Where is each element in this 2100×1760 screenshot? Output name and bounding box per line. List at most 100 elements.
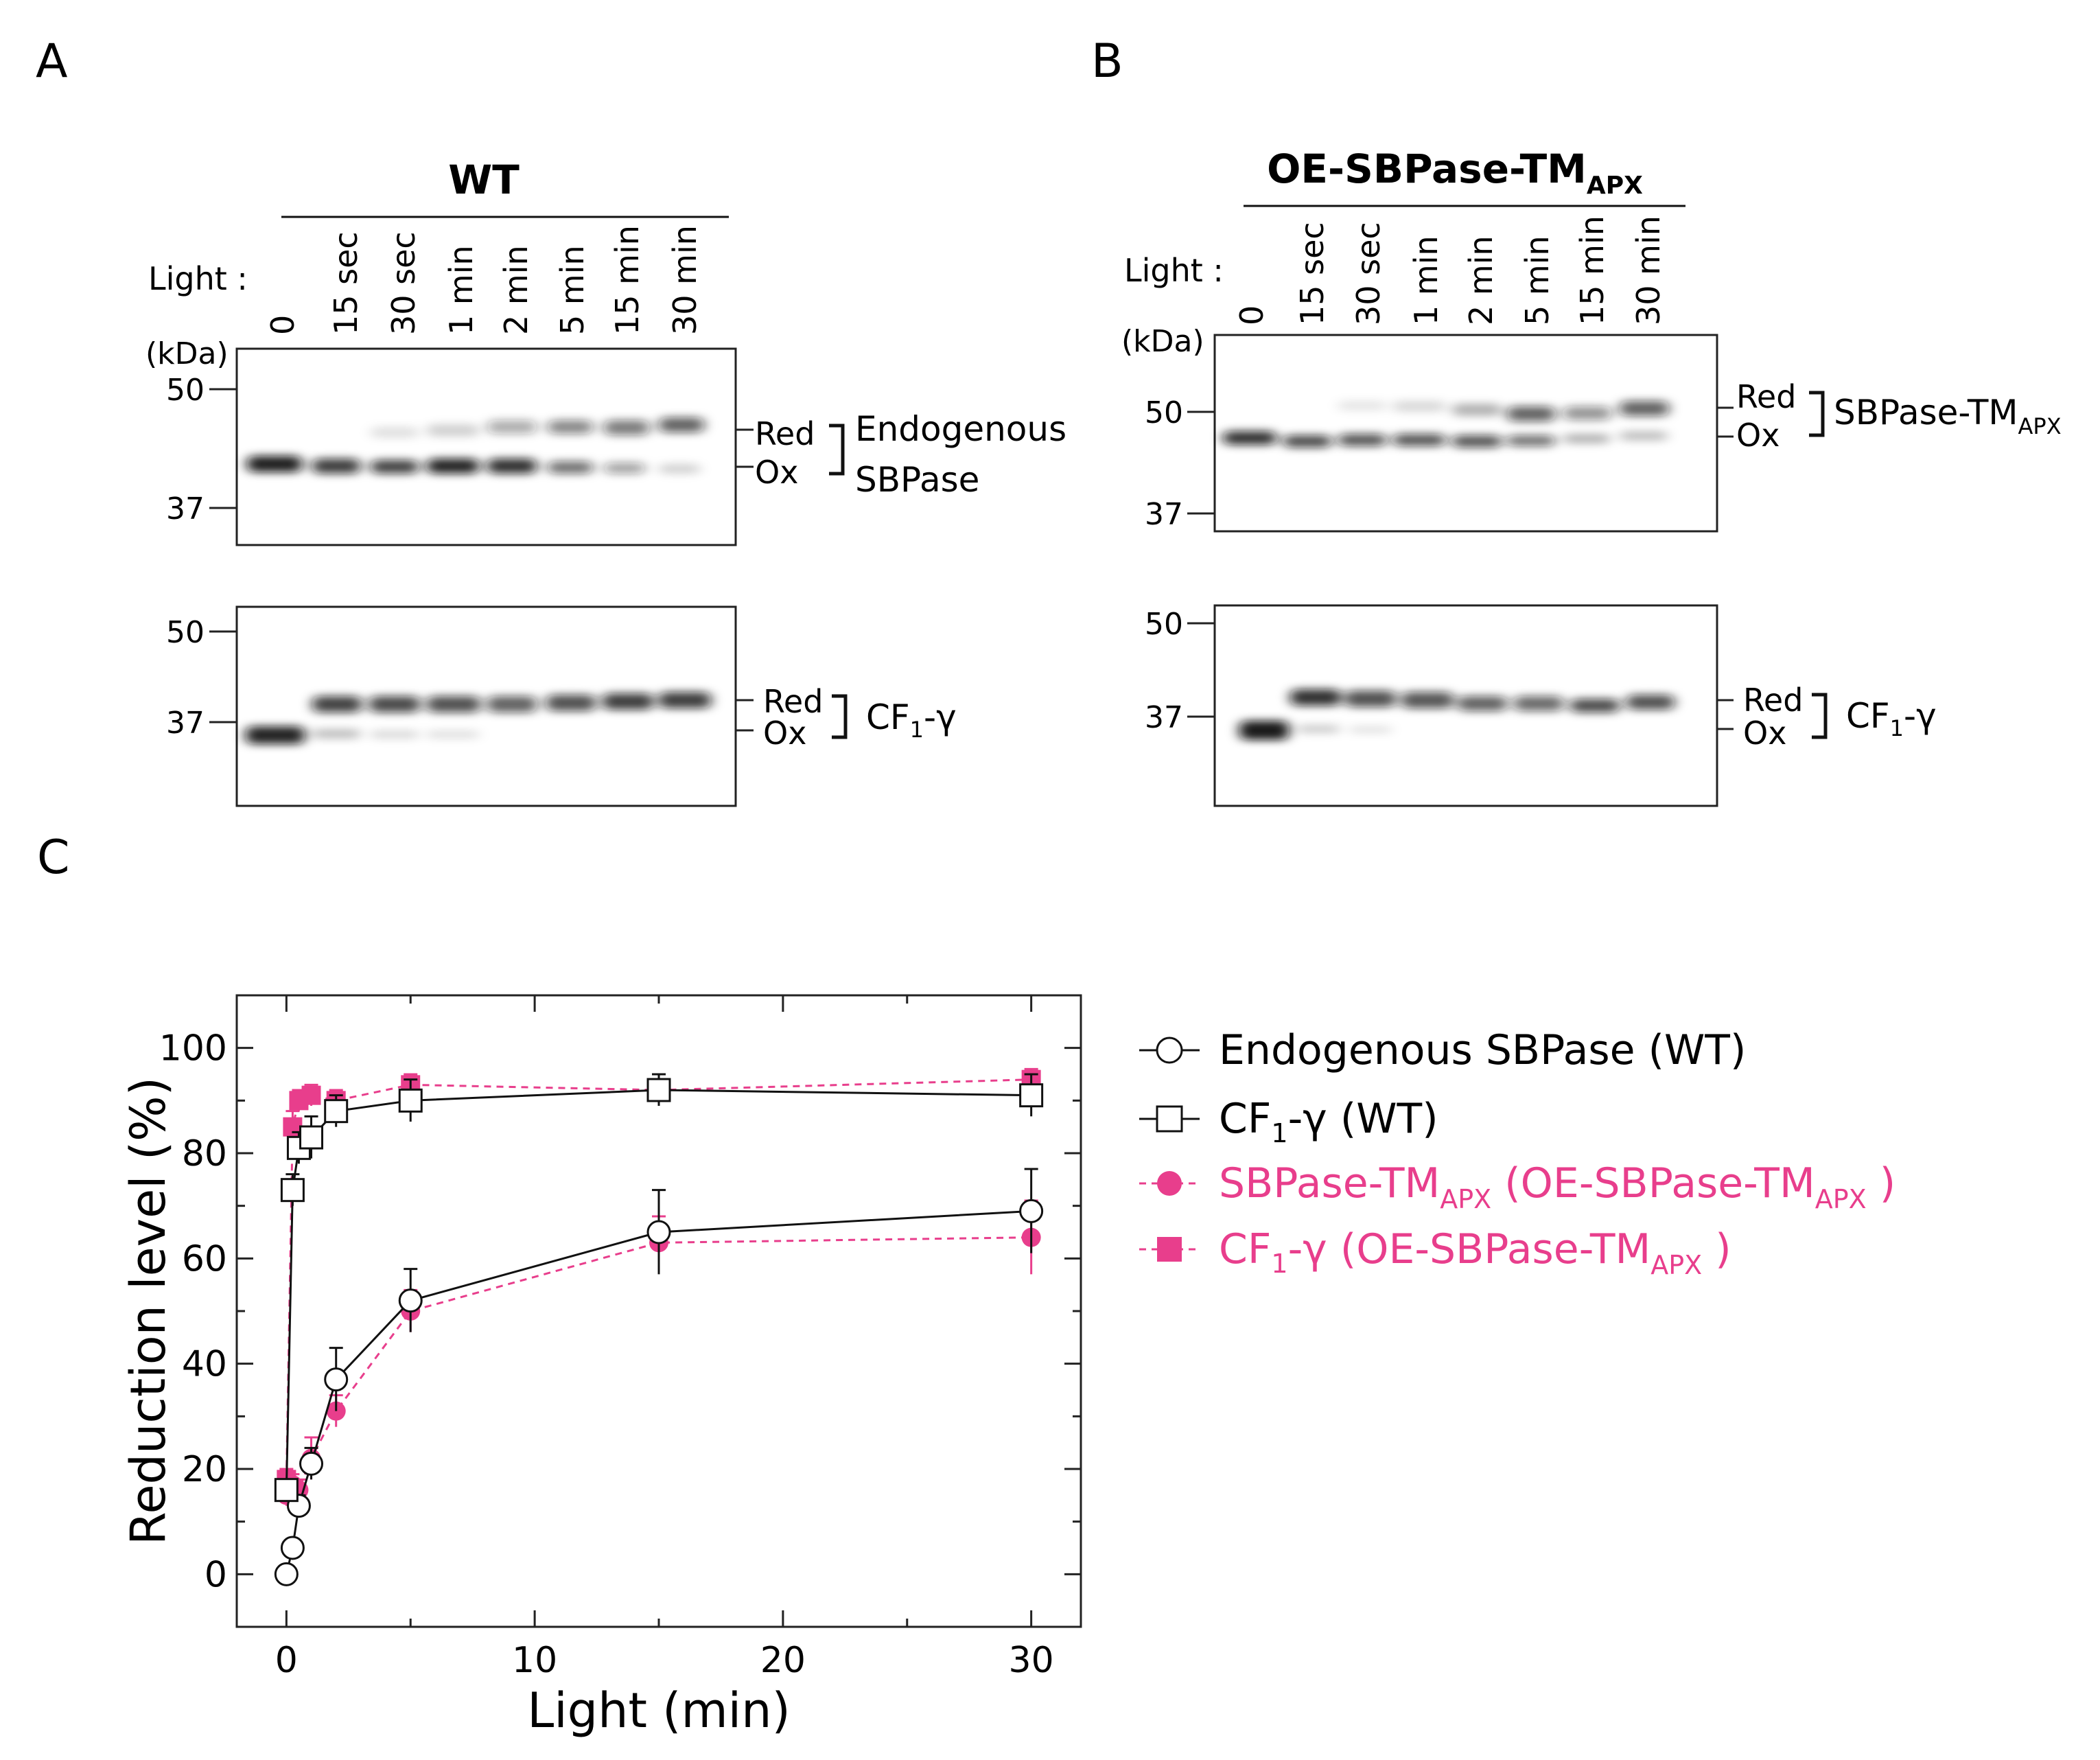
red-label: Red bbox=[1743, 682, 1803, 719]
blot-b-cf1: 50 37 Red Ox CF1-γ bbox=[1145, 604, 1937, 807]
band-ox bbox=[548, 461, 593, 474]
bracket bbox=[832, 694, 848, 739]
panel-a-letter: A bbox=[36, 34, 68, 89]
marker-label: 50 bbox=[1145, 607, 1183, 642]
legend-marker-circle-filled bbox=[1157, 1171, 1182, 1196]
band-red bbox=[427, 696, 480, 713]
legend-label: Endogenous SBPase (WT) bbox=[1219, 1026, 1746, 1074]
y-tick-label: 20 bbox=[182, 1449, 227, 1490]
band-red bbox=[487, 420, 537, 434]
band-ox bbox=[1223, 431, 1276, 445]
data-point bbox=[398, 1088, 423, 1113]
band-ox bbox=[1239, 721, 1289, 740]
band-ox bbox=[247, 456, 302, 472]
marker-label: 50 bbox=[1145, 395, 1183, 430]
panel-a-kda-label: (kDa) bbox=[145, 336, 229, 371]
data-point bbox=[274, 1478, 299, 1503]
band-red bbox=[1452, 404, 1502, 416]
legend-label: SBPase-TMAPX (OE-SBPase-TMAPX ) bbox=[1219, 1159, 1895, 1214]
band-red bbox=[1570, 699, 1620, 713]
band-ox bbox=[1349, 726, 1392, 733]
ox-label: Ox bbox=[763, 715, 806, 752]
series-line bbox=[285, 1078, 1031, 1480]
panel-c: C 0 20 40 60 80 100 0 10 20 30 Light (min) Reduct… bbox=[37, 831, 1895, 1739]
ox-label: Ox bbox=[755, 454, 798, 491]
panel-b-title: OE-SBPase-TMAPX bbox=[1267, 146, 1643, 200]
panel-a: A WT Light : (kDa) 0 15 sec 30 sec 1 min… bbox=[36, 34, 1066, 807]
band-ox bbox=[371, 460, 419, 474]
red-label: Red bbox=[1736, 378, 1796, 415]
data-point bbox=[299, 1125, 324, 1150]
series-3 bbox=[277, 1067, 1041, 1490]
band-red bbox=[369, 696, 420, 713]
band-red bbox=[487, 696, 537, 713]
band-red bbox=[603, 693, 653, 710]
chart-legend: Endogenous SBPase (WT) CF1-γ (WT) SBPase… bbox=[1139, 1026, 1895, 1280]
band-red bbox=[659, 417, 704, 432]
data-point bbox=[646, 1220, 671, 1244]
band-red bbox=[1507, 406, 1555, 421]
band-ox bbox=[371, 730, 419, 739]
x-axis-label: Light (min) bbox=[527, 1682, 791, 1739]
band-ox bbox=[1338, 434, 1386, 446]
band-red bbox=[546, 695, 596, 711]
lane-label: 15 sec bbox=[1294, 222, 1331, 325]
band-red bbox=[1345, 691, 1396, 707]
marker-label: 37 bbox=[1145, 700, 1183, 735]
x-tick-label: 10 bbox=[512, 1640, 557, 1681]
lane-label: 2 min bbox=[1462, 235, 1500, 325]
panel-b: B OE-SBPase-TMAPX Light : (kDa) 0 15 sec… bbox=[1091, 34, 2062, 807]
lane-label: 30 min bbox=[1630, 216, 1667, 325]
panel-b-letter: B bbox=[1091, 34, 1123, 89]
lane-label: 1 min bbox=[443, 245, 480, 335]
legend-label: CF1-γ (OE-SBPase-TMAPX ) bbox=[1219, 1225, 1731, 1280]
bracket bbox=[829, 424, 845, 476]
band-ox bbox=[312, 459, 360, 474]
lane-label: 30 sec bbox=[385, 231, 422, 335]
band-red bbox=[312, 696, 362, 713]
legend-marker-square-open bbox=[1156, 1105, 1183, 1133]
data-point bbox=[301, 1085, 321, 1105]
data-point bbox=[280, 1178, 305, 1203]
panel-b-lane-labels: 0 15 sec 30 sec 1 min 2 min 5 min 15 min… bbox=[1233, 216, 1667, 325]
y-tick-label: 80 bbox=[182, 1133, 227, 1174]
data-point bbox=[324, 1099, 349, 1124]
panel-b-kda-label: (kDa) bbox=[1121, 324, 1204, 359]
panel-c-letter: C bbox=[37, 831, 69, 885]
blot-a1-frame bbox=[235, 347, 737, 546]
lane-label: 30 min bbox=[666, 225, 703, 335]
band-ox bbox=[1452, 435, 1502, 448]
red-label: Red bbox=[755, 415, 815, 452]
band-red bbox=[1563, 406, 1611, 420]
data-point bbox=[1019, 1199, 1044, 1223]
band-red bbox=[659, 692, 711, 708]
lane-label: 15 min bbox=[1574, 216, 1611, 325]
protein-label: CF1-γ bbox=[1846, 696, 1937, 741]
lane-label: 0 bbox=[1233, 305, 1270, 325]
data-point bbox=[299, 1451, 324, 1476]
panel-a-title: WT bbox=[448, 157, 520, 203]
marker-label: 37 bbox=[166, 706, 205, 741]
series-0 bbox=[274, 1168, 1044, 1586]
band-ox bbox=[427, 459, 479, 474]
blot-a-sbpase: 50 37 Red Ox Endogenous SBPase bbox=[166, 347, 1066, 546]
band-red bbox=[427, 424, 479, 437]
panel-a-light-label: Light : bbox=[148, 260, 248, 297]
band-red bbox=[1458, 696, 1507, 711]
band-red bbox=[1626, 695, 1675, 710]
band-ox bbox=[1563, 434, 1610, 443]
legend-label: CF1-γ (WT) bbox=[1219, 1095, 1438, 1148]
blot-a-cf1: 50 37 Red Ox CF1-γ bbox=[166, 605, 957, 807]
data-point bbox=[646, 1078, 671, 1102]
series-line bbox=[285, 1089, 1031, 1490]
band-ox bbox=[1283, 435, 1331, 448]
data-point bbox=[398, 1288, 423, 1313]
band-red bbox=[548, 420, 593, 434]
panel-b-light-label: Light : bbox=[1124, 252, 1224, 289]
legend-marker-circle-open bbox=[1156, 1037, 1183, 1064]
red-label: Red bbox=[763, 683, 823, 720]
data-point bbox=[324, 1367, 349, 1392]
series-line bbox=[285, 1236, 1031, 1496]
ox-label: Ox bbox=[1736, 417, 1780, 454]
lane-label: 5 min bbox=[554, 245, 591, 335]
